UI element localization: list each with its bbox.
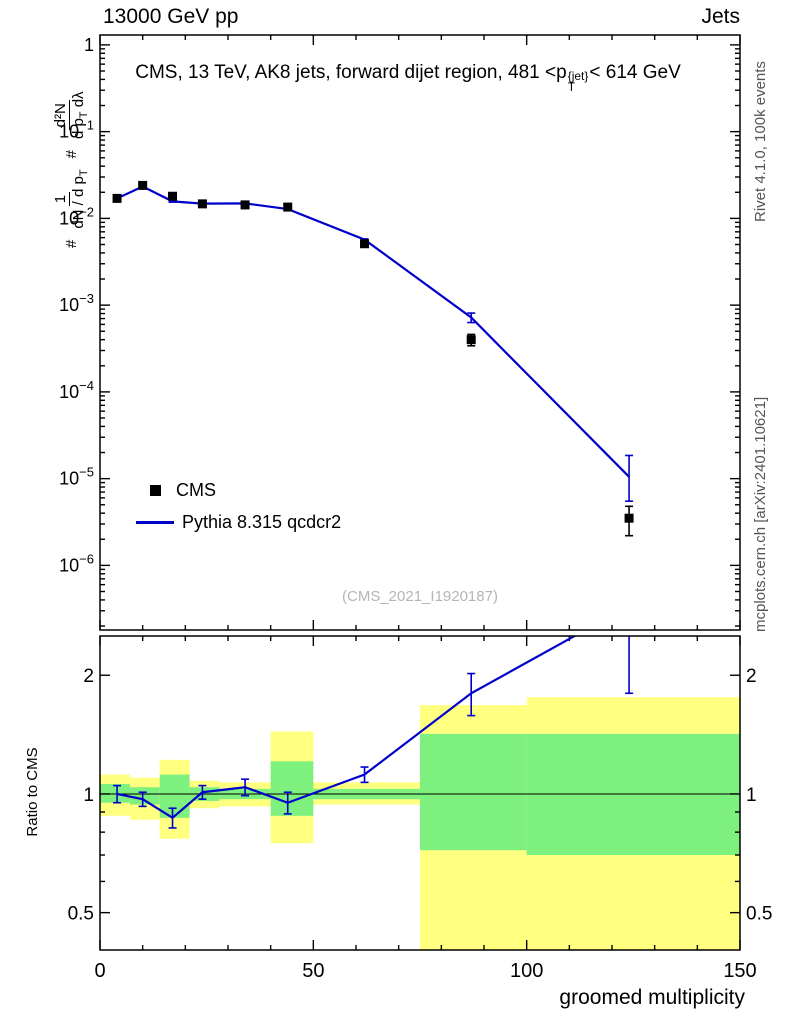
cms-marker-icon [150,484,161,496]
legend-label-pythia: Pythia 8.315 qcdcr2 [182,511,342,532]
svg-text:1: 1 [84,35,94,55]
svg-text:2: 2 [83,666,94,687]
svg-text:1: 1 [746,785,757,806]
ylabel-fraction-1: 1 dN / d pT [52,169,91,229]
ratio-y-axis-label: Ratio to CMS [24,747,41,837]
legend-row-cms: CMS [136,474,341,506]
main-panel-frame [99,34,741,631]
ylabel-fraction-2: d²N d pT dλ [52,91,91,140]
cms-data-point [283,202,293,212]
plot-title-suffix: < 614 GeV [589,62,681,83]
svg-text:10−2: 10−2 [59,204,94,228]
svg-text:10−3: 10−3 [59,291,94,315]
beam-energy-label: 13000 GeV pp [103,5,239,28]
x-axis-label: groomed multiplicity [559,986,745,1009]
legend-label-cms: CMS [176,479,216,500]
pt-superscript: {jet} [567,69,589,83]
cms-data-point [168,191,178,201]
cms-data-point [466,335,476,345]
legend: CMS Pythia 8.315 qcdcr2 [136,474,341,538]
plot-title-text: CMS, 13 TeV, AK8 jets, forward dijet reg… [135,62,567,83]
ratio-series [113,636,634,829]
svg-text:10−4: 10−4 [59,378,94,402]
pt-jet-scripts: {jet} T [567,69,589,94]
process-group-label: Jets [701,5,740,28]
main-series [112,180,634,537]
svg-text:10−6: 10−6 [59,551,94,575]
axis-ticks [99,35,741,950]
svg-text:50: 50 [302,960,324,982]
svg-text:10−5: 10−5 [59,465,94,489]
mcplots-credit-label: mcplots.cern.ch [arXiv:2401.10621] [752,396,769,632]
svg-text:0: 0 [94,960,105,982]
pythia-curve [116,185,630,478]
cms-data-point [112,193,122,203]
tick-labels: 110−110−210−310−410−510−60.5 0.51 12 20 50 10… [59,35,772,982]
analysis-id-watermark: (CMS_2021_I1920187) [342,588,498,605]
cms-data-point [197,199,207,209]
ratio-uncertainty-bands [100,697,740,950]
svg-text:0.5: 0.5 [68,904,94,925]
ratio-panel-frame [99,635,741,951]
plot-title: CMS, 13 TeV, AK8 jets, forward dijet reg… [68,62,748,94]
svg-text:100: 100 [510,960,543,982]
legend-row-pythia: Pythia 8.315 qcdcr2 [136,506,341,538]
pt-subscript: T [567,80,576,94]
pythia-line-icon [136,520,174,524]
svg-text:150: 150 [723,960,756,982]
rivet-version-label: Rivet 4.1.0, 100k events [752,61,769,222]
svg-text:2: 2 [746,666,757,687]
main-y-axis-label: # 1 dN / d pT # d²N d pT dλ [52,28,91,248]
svg-text:1: 1 [83,785,94,806]
cms-data-point [360,239,370,249]
cms-data-point [240,200,250,210]
ylabel-hash-1: # [62,239,80,248]
cms-data-point [138,180,148,190]
ylabel-hash-2: # [62,150,80,159]
svg-text:0.5: 0.5 [746,904,772,925]
cms-data-point [624,513,634,523]
